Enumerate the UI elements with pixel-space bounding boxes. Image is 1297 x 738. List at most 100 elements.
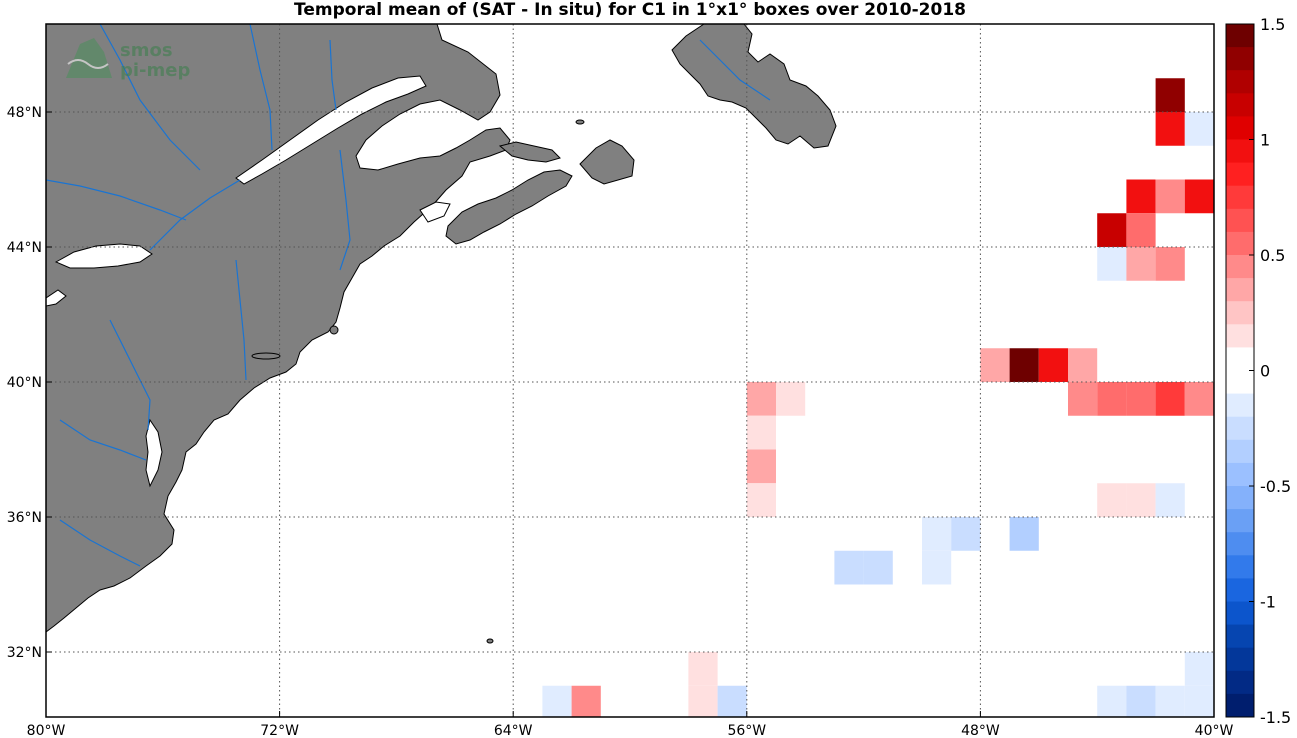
colorbar-segment (1226, 532, 1254, 556)
heatmap-cell (1068, 382, 1098, 416)
heatmap-cell (1155, 112, 1185, 146)
logo-mountain-icon (66, 38, 112, 78)
colorbar-segment (1226, 486, 1254, 510)
chart-title: Temporal mean of (SAT - In situ) for C1 … (294, 0, 966, 20)
heatmap-cell (1155, 382, 1185, 416)
colorbar-segment (1226, 278, 1254, 302)
x-tick-label: 48°W (961, 723, 1000, 738)
river-ottawa (46, 179, 187, 221)
heatmap-cell (1156, 720, 1185, 738)
colorbar-segment (1226, 370, 1254, 395)
y-tick-label: 48°N (7, 105, 42, 121)
heatmap-cell (1155, 247, 1185, 281)
heatmap-cell (922, 550, 952, 585)
heatmap-cell (717, 685, 747, 717)
colorbar-segment (1226, 647, 1254, 672)
heatmap-cells (542, 78, 1214, 738)
lake-ontario (54, 243, 153, 269)
colorbar-segment (1226, 439, 1254, 464)
river-newfoundland (699, 39, 771, 101)
heatmap-cell (1155, 179, 1185, 214)
heatmap-cell (1009, 348, 1039, 382)
x-tick-label: 56°W (727, 723, 766, 738)
colorbar-segment (1226, 208, 1254, 233)
x-tick-label: 80°W (27, 723, 66, 738)
colorbar-segment (1226, 670, 1254, 695)
heatmap-cell (863, 550, 893, 585)
colorbar-segment (1226, 578, 1254, 602)
heatmap-cell (1097, 382, 1127, 416)
heatmap-cell (922, 517, 952, 551)
heatmap-cell (1184, 652, 1214, 686)
logo-text-smos: smos (120, 40, 173, 61)
island-bermuda (486, 638, 494, 644)
colorbar-segment (1226, 139, 1254, 164)
colorbar-segment (1226, 462, 1254, 487)
heatmap-cell (1097, 483, 1127, 517)
heatmap-cell (1010, 720, 1039, 738)
river-maine (339, 149, 351, 271)
colorbar-segment (1226, 231, 1254, 256)
colorbar-segment (1226, 93, 1254, 117)
land-pei (498, 141, 561, 163)
colorbar-segment (1226, 416, 1254, 441)
colorbar-segment (1226, 255, 1254, 279)
y-tick-label: 36°N (7, 510, 42, 526)
colorbar-tick-label: 0.5 (1260, 246, 1285, 265)
heatmap-cell (1097, 213, 1127, 247)
colorbar-segment (1226, 301, 1254, 325)
chesapeake-bay (145, 418, 163, 488)
heatmap-cell (1097, 247, 1127, 281)
heatmap-cell (1126, 247, 1156, 281)
colorbar-tick-label: -1.5 (1260, 708, 1291, 727)
colorbar-segment (1226, 624, 1254, 649)
heatmap-cell (746, 415, 776, 450)
heatmap-cell (688, 652, 718, 686)
logo-wave-icon (67, 59, 109, 69)
colorbar-segment (1226, 693, 1254, 718)
heatmap-cell (1009, 517, 1039, 551)
heatmap-cell (1038, 348, 1068, 382)
colorbar-tick-label: -1 (1260, 593, 1276, 612)
heatmap-cell (951, 517, 981, 551)
x-tick-label: 40°W (1195, 723, 1234, 738)
y-tick-label: 40°N (7, 375, 42, 391)
colorbar-segment (1226, 347, 1254, 371)
land-layer (46, 24, 837, 633)
y-tick-label: 32°N (7, 645, 42, 661)
y-axis-ticks: 32°N 36°N 40°N 44°N 48°N (7, 105, 52, 661)
river-north-1 (99, 24, 201, 171)
heatmap-cell (1155, 685, 1185, 717)
heatmap-cell (1184, 382, 1214, 416)
heatmap-cell (688, 685, 718, 717)
colorbar-segment (1226, 555, 1254, 579)
st-lawrence-estuary (235, 75, 427, 185)
heatmap-cell (746, 382, 776, 416)
colorbar-tick-label: 0 (1260, 362, 1270, 381)
colorbar-segment (1226, 509, 1254, 533)
river-north-3 (329, 39, 337, 111)
land-north-america (46, 24, 511, 633)
logo-text-pimep: pi-mep (120, 60, 190, 81)
land-nova-scotia (445, 169, 573, 245)
x-tick-label: 64°W (494, 723, 533, 738)
heatmap-cell (1097, 685, 1127, 717)
heatmap-cell (746, 483, 776, 517)
colorbar (1226, 24, 1254, 718)
colorbar-segment (1226, 116, 1254, 140)
colorbar-segment (1226, 70, 1254, 94)
colorbar-segment (1226, 324, 1254, 348)
graticule (46, 24, 1214, 717)
colorbar-segment (1226, 24, 1254, 48)
island-long-island (251, 352, 281, 360)
lake-erie (46, 289, 67, 307)
heatmap-cell (1184, 685, 1214, 717)
heatmap-cell (776, 382, 806, 416)
x-axis-ticks: 80°W 72°W 64°W 56°W 48°W 40°W (27, 711, 1234, 738)
x-tick-label: 72°W (260, 723, 299, 738)
lakes-layer (46, 75, 451, 488)
river-st-lawrence (149, 179, 241, 251)
heatmap-cell (1184, 179, 1214, 214)
heatmap-cell (834, 550, 864, 585)
